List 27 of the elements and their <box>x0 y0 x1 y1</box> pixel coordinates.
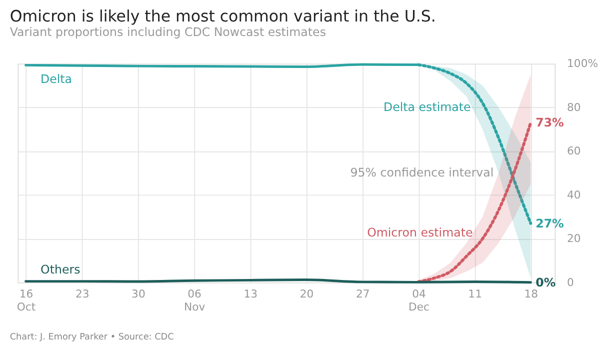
chart-subtitle: Variant proportions including CDC Nowcast estimates <box>10 25 326 40</box>
data-label: 27% <box>536 216 564 230</box>
y-tick-label: 60 <box>567 144 581 158</box>
y-tick-label: 100% <box>567 57 598 70</box>
x-tick-label: 06 Nov <box>184 288 206 314</box>
series-label: Delta estimate <box>384 100 471 114</box>
x-tick-label: 30 <box>132 288 146 301</box>
x-tick-label: 11 <box>468 288 482 301</box>
x-tick-label: 18 <box>524 288 538 301</box>
x-tick-label: 04 Dec <box>408 288 430 314</box>
chart-title: Omicron is likely the most common variant in the U.S. <box>10 6 436 26</box>
x-tick-label: 13 <box>244 288 258 301</box>
x-tick-label: 27 <box>356 288 370 301</box>
x-tick-label: 16 Oct <box>16 288 36 314</box>
series-label: Omicron estimate <box>367 226 473 240</box>
y-tick-label: 0 <box>567 276 574 289</box>
x-tick-label: 20 <box>300 288 314 301</box>
y-tick-label: 40 <box>567 188 581 202</box>
x-tick-label: 23 <box>75 288 90 301</box>
data-label: 73% <box>536 116 564 130</box>
y-tick-label: 80 <box>567 100 581 114</box>
y-tick-label: 20 <box>567 232 581 246</box>
series-label: Delta <box>40 72 72 86</box>
text: Chart: J. Emory Parker • Source: CDC <box>10 332 174 343</box>
annotation: 95% confidence interval <box>350 166 494 180</box>
series-label: Others <box>40 262 80 276</box>
data-label: 0% <box>536 275 556 290</box>
